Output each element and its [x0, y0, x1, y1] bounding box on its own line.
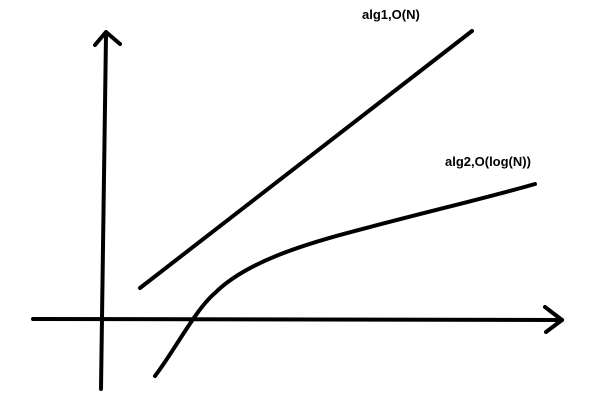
series-line-alg1 — [140, 31, 472, 288]
series-lines — [140, 31, 535, 376]
series-label-alg1: alg1,O(N) — [362, 7, 420, 22]
series-label-alg2: alg2,O(log(N)) — [445, 154, 531, 169]
axes — [33, 32, 562, 389]
series-line-alg2 — [155, 184, 535, 376]
x-axis — [33, 319, 562, 320]
y-axis — [101, 35, 106, 389]
series-labels: alg1,O(N) alg2,O(log(N)) — [362, 7, 531, 169]
